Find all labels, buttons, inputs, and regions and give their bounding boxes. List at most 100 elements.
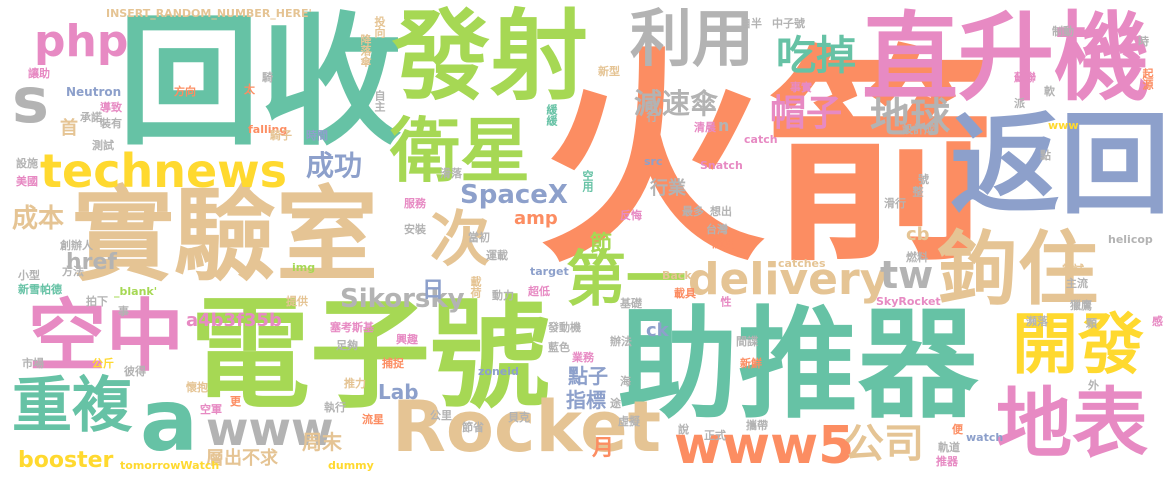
word: 騎子: [270, 129, 292, 142]
word: 小型: [18, 269, 40, 282]
word: Rocket: [392, 386, 662, 468]
word: SkyRocket: [876, 295, 941, 308]
word: 火箭: [538, 27, 994, 293]
word: 衛星: [390, 110, 530, 192]
word: watch: [966, 431, 1004, 444]
word: 軟: [1044, 85, 1055, 98]
word: 公斤: [92, 357, 114, 370]
word: 空軍: [200, 403, 222, 416]
word: 推力: [344, 377, 366, 390]
word: img: [292, 261, 316, 274]
word: 層出不求: [206, 448, 278, 469]
word: 騎: [262, 71, 273, 84]
word: a: [140, 371, 199, 471]
word: 飛行: [645, 100, 658, 122]
word: 利用: [630, 2, 755, 75]
word: Snatch: [700, 159, 743, 172]
word: 基礎: [620, 297, 642, 310]
word: 地表: [996, 379, 1148, 468]
word: www: [1048, 119, 1079, 132]
word: 安裝: [404, 223, 426, 236]
word: 感: [1152, 315, 1163, 328]
word: 超低: [528, 285, 550, 298]
word: 懷抱: [186, 381, 208, 394]
word: 嘗試: [1062, 263, 1084, 276]
word: 制動: [1052, 25, 1074, 38]
word: 載荷: [469, 276, 482, 298]
word: dummy: [328, 459, 374, 472]
word: 空中: [28, 292, 185, 382]
word: 顆: [1086, 317, 1097, 330]
word: falling: [248, 123, 288, 136]
word: cb: [906, 224, 930, 245]
word: www: [206, 402, 334, 456]
word: 吃掉: [776, 33, 856, 79]
word: 日: [422, 278, 445, 303]
word: 正式: [704, 429, 726, 442]
word: 反悔: [620, 209, 642, 222]
word: catches: [778, 257, 826, 270]
word: 新鮮: [740, 357, 762, 370]
word: 當初: [468, 231, 490, 244]
word: 軌道: [938, 441, 960, 454]
word: 瀕落: [1026, 315, 1048, 328]
word: href: [66, 250, 118, 275]
word: 導致: [100, 101, 122, 114]
word: Sikorsky: [340, 284, 465, 314]
word: 蘇聯: [1014, 71, 1036, 84]
word: 空用: [581, 170, 594, 192]
word: INSERT_RANDOM_NUMBER_HERE': [106, 7, 312, 20]
word: 實驗室: [72, 177, 378, 296]
word: 號: [918, 173, 929, 186]
word: 便: [952, 423, 963, 436]
word: 外: [1088, 379, 1099, 392]
word: 起源: [1141, 68, 1154, 90]
word: 返回: [950, 101, 1170, 229]
word: s: [12, 64, 49, 137]
word: 次: [430, 205, 490, 275]
word: tw: [880, 253, 934, 297]
word: 太: [244, 83, 255, 96]
word: 市場: [22, 357, 44, 370]
word: 想出: [710, 205, 732, 218]
word: 減速傘: [634, 87, 719, 120]
word: amp: [514, 208, 558, 229]
word: 整: [911, 186, 924, 197]
word: 海: [620, 375, 631, 388]
word: 攜帶: [746, 419, 768, 432]
word: 投向: [373, 16, 386, 38]
word: Lab: [378, 380, 419, 404]
word: 回收: [118, 0, 402, 165]
word: 滑落: [440, 167, 462, 180]
word: 塞考斯基: [330, 321, 374, 334]
word: 創辦人: [60, 239, 93, 252]
word: 中子號: [772, 17, 805, 30]
word: 辦法: [610, 335, 632, 348]
word: 業務: [572, 351, 594, 364]
word: 成功: [306, 149, 363, 182]
word: 承諾: [80, 111, 102, 124]
word: 流星: [362, 413, 384, 426]
word: 清晨: [694, 121, 716, 134]
word: 方向: [174, 85, 196, 98]
word: booster: [18, 448, 114, 473]
word: zoneid: [478, 365, 519, 378]
word: 服務: [404, 197, 426, 210]
word: 助推器: [618, 296, 978, 435]
word: 帽子: [770, 93, 843, 134]
word: 台灣: [706, 223, 728, 236]
word: 間諜: [736, 335, 758, 348]
word: 緩緩: [545, 104, 558, 126]
word: 自半: [740, 17, 762, 30]
word: catch: [744, 133, 778, 146]
word: 月: [592, 436, 615, 461]
word: 點: [1040, 149, 1051, 162]
word: src: [644, 155, 663, 168]
word: 說: [678, 423, 689, 436]
word: 周末: [302, 430, 342, 454]
word: 載具: [674, 287, 696, 300]
word: Back: [662, 269, 692, 282]
word: 時: [1138, 35, 1149, 48]
word: 提供: [286, 295, 308, 308]
word: 藍色: [548, 341, 570, 354]
